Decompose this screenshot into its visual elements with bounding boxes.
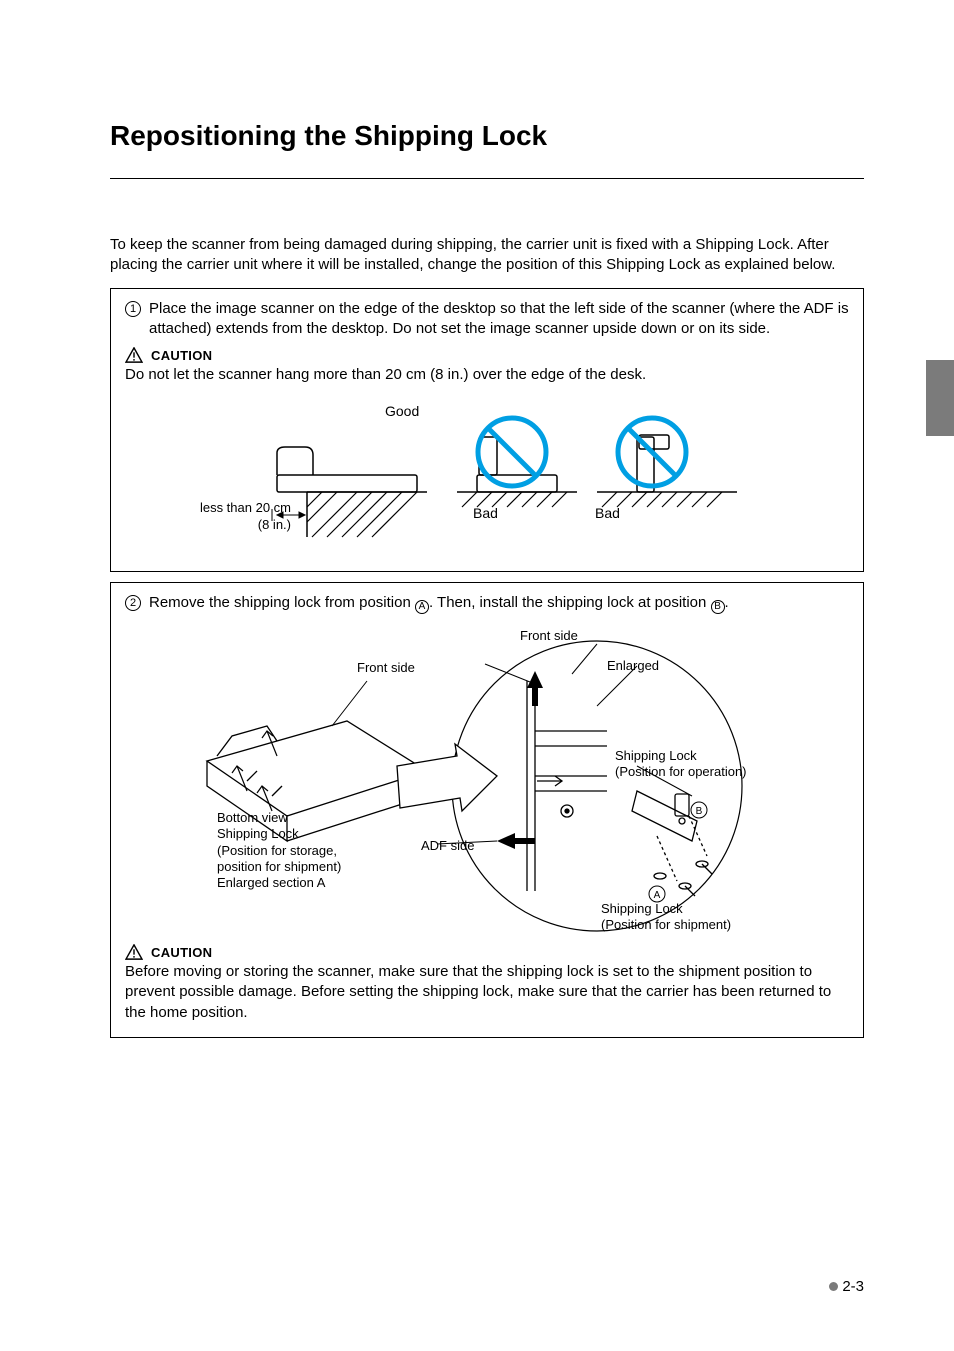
letter-a-icon: A bbox=[415, 600, 429, 614]
fig1-bad-label-2: Bad bbox=[595, 505, 620, 521]
fig2-pos-storage-l1: (Position for storage, bbox=[217, 843, 337, 858]
fig1-overhang-l1: less than 20 cm bbox=[200, 500, 291, 515]
step-2-box: 2 Remove the shipping lock from position… bbox=[110, 582, 864, 1038]
letter-b-icon: B bbox=[711, 600, 725, 614]
page-title: Repositioning the Shipping Lock bbox=[110, 120, 864, 152]
step-1-box: 1 Place the image scanner on the edge of… bbox=[110, 288, 864, 573]
step-1-text: Place the image scanner on the edge of t… bbox=[149, 299, 849, 340]
fig2-ship-lock: Shipping Lock bbox=[217, 826, 299, 841]
step-1-figure: Good Bad Bad less than 20 cm (8 in.) bbox=[125, 397, 849, 557]
caution-icon bbox=[125, 347, 143, 363]
step-2-figure: A B Front side Front side bbox=[125, 626, 849, 936]
fig1-good-label: Good bbox=[385, 403, 419, 419]
caution-label: CAUTION bbox=[151, 348, 212, 363]
step-2-caution-text: Before moving or storing the scanner, ma… bbox=[125, 962, 849, 1023]
fig2-lock-ship-l1: Shipping Lock bbox=[601, 901, 683, 916]
fig2-front-2: Front side bbox=[520, 628, 578, 644]
fig2-pos-storage-l2: position for shipment) bbox=[217, 859, 341, 874]
fig2-lock-op-l2: (Position for operation) bbox=[615, 764, 747, 779]
step-2-number: 2 bbox=[125, 595, 141, 611]
page-number: 2-3 bbox=[829, 1278, 864, 1295]
title-rule bbox=[110, 178, 864, 179]
chapter-side-tab bbox=[926, 360, 954, 436]
fig2-enlarged: Enlarged bbox=[607, 658, 659, 674]
fig2-bottom-view: Bottom view bbox=[217, 810, 288, 825]
fig2-front-1: Front side bbox=[357, 660, 415, 676]
fig1-bad-label-1: Bad bbox=[473, 505, 498, 521]
fig2-adf-side: ADF side bbox=[421, 838, 474, 854]
svg-text:A: A bbox=[654, 890, 661, 901]
step-2-text: Remove the shipping lock from position A… bbox=[149, 593, 729, 614]
fig2-enlarged-a: Enlarged section A bbox=[217, 875, 325, 890]
fig1-overhang-l2: (8 in.) bbox=[258, 517, 291, 532]
step-1-caution-text: Do not let the scanner hang more than 20… bbox=[125, 365, 849, 385]
fig2-lock-ship-l2: (Position for shipment) bbox=[601, 917, 731, 932]
caution-label-2: CAUTION bbox=[151, 945, 212, 960]
step-1-number: 1 bbox=[125, 301, 141, 317]
fig2-lock-op-l1: Shipping Lock bbox=[615, 748, 697, 763]
intro-paragraph: To keep the scanner from being damaged d… bbox=[110, 235, 864, 276]
svg-text:B: B bbox=[696, 806, 703, 817]
caution-icon bbox=[125, 944, 143, 960]
